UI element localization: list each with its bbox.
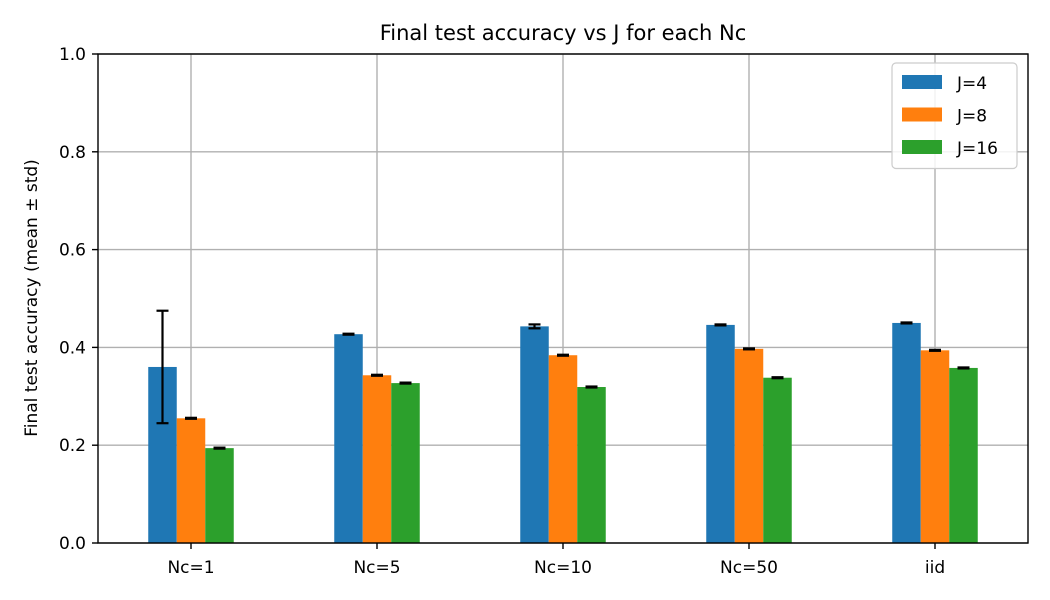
y-tick-label: 0.6 [59,241,86,261]
bar [548,355,578,543]
chart-title: Final test accuracy vs J for each Nc [380,21,747,45]
legend-label: J=16 [956,139,998,159]
legend-swatch [902,75,942,89]
legend: J=4 J=8 J=16 [891,62,1018,170]
y-tick-label: 0.0 [59,534,86,554]
legend-swatch [902,107,942,122]
bar [334,334,363,543]
bars [148,322,978,543]
y-tick-label: 0.8 [59,143,86,163]
error-bars [156,309,970,450]
bar [391,383,420,543]
bar [734,348,764,543]
bar [706,324,735,543]
x-tick-label: Nc=50 [720,558,778,578]
legend-label: J=8 [956,107,987,127]
y-tick-label: 0.4 [59,338,86,358]
x-tick-label: Nc=1 [167,558,214,578]
x-tick-label: Nc=5 [353,558,400,578]
x-tick-label: iid [925,558,945,578]
bar [176,418,206,543]
x-tick-label: Nc=10 [534,558,592,578]
bar [892,322,921,543]
x-axis: Nc=1 Nc=5 Nc=10 Nc=50 iid [167,543,945,578]
bar [205,448,234,543]
bar [920,350,950,543]
y-axis-label: Final test accuracy (mean ± std) [22,159,42,437]
bar [949,367,978,543]
bar [763,377,792,543]
bar [520,326,549,543]
legend-label: J=4 [956,74,987,94]
bar [362,375,392,543]
y-tick-label: 0.2 [59,436,86,456]
y-axis: 0.0 0.2 0.4 0.6 0.8 1.0 [59,45,98,554]
y-tick-label: 1.0 [59,45,86,65]
bar [577,387,606,543]
legend-swatch [902,140,942,154]
